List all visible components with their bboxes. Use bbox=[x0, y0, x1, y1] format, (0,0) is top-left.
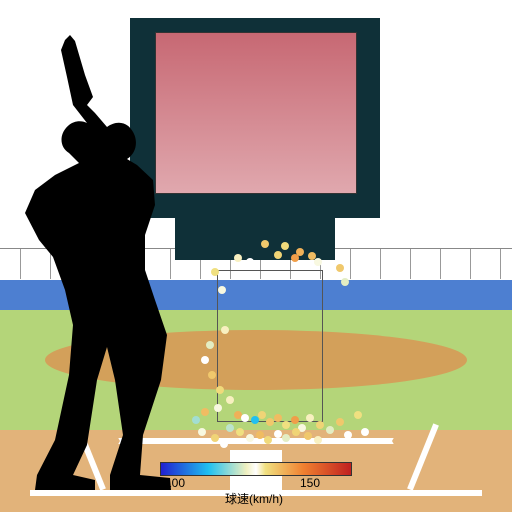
pitch-point bbox=[216, 386, 224, 394]
pitch-point bbox=[274, 430, 282, 438]
pitch-point bbox=[341, 278, 349, 286]
pitch-point bbox=[258, 411, 266, 419]
stand-vline bbox=[500, 249, 501, 279]
stand-vline bbox=[350, 249, 351, 279]
pitch-chart-canvas: 100 150 球速(km/h) bbox=[0, 0, 512, 512]
pitch-point bbox=[226, 396, 234, 404]
pitch-point bbox=[261, 240, 269, 248]
pitch-point bbox=[314, 436, 322, 444]
pitch-point bbox=[236, 428, 244, 436]
pitch-point bbox=[361, 428, 369, 436]
colorbar-title: 球速(km/h) bbox=[225, 490, 283, 507]
pitch-point bbox=[221, 326, 229, 334]
pitch-point bbox=[354, 411, 362, 419]
stand-vline bbox=[410, 249, 411, 279]
pitch-point bbox=[274, 251, 282, 259]
speed-colorbar bbox=[160, 462, 352, 476]
pitch-point bbox=[264, 436, 272, 444]
stand-vline bbox=[440, 249, 441, 279]
pitch-point bbox=[256, 431, 264, 439]
batter-silhouette bbox=[0, 35, 215, 490]
pitch-point bbox=[241, 414, 249, 422]
pitch-point bbox=[281, 242, 289, 250]
colorbar-tick-150: 150 bbox=[300, 476, 320, 490]
pitch-point bbox=[226, 424, 234, 432]
pitch-point bbox=[266, 418, 274, 426]
pitch-point bbox=[314, 258, 322, 266]
pitch-point bbox=[246, 434, 254, 442]
stand-vline bbox=[380, 249, 381, 279]
pitch-point bbox=[291, 416, 299, 424]
pitch-point bbox=[304, 432, 312, 440]
stand-vline bbox=[470, 249, 471, 279]
pitch-point bbox=[336, 264, 344, 272]
pitch-point bbox=[292, 428, 300, 436]
pitch-point bbox=[291, 254, 299, 262]
pitch-point bbox=[306, 414, 314, 422]
pitch-point bbox=[274, 414, 282, 422]
pitch-point bbox=[220, 440, 228, 448]
colorbar-tick-100: 100 bbox=[165, 476, 185, 490]
pitch-point bbox=[214, 404, 222, 412]
pitch-point bbox=[326, 426, 334, 434]
pitch-point bbox=[316, 421, 324, 429]
pitch-point bbox=[246, 258, 254, 266]
pitch-point bbox=[344, 431, 352, 439]
pitch-point bbox=[282, 434, 290, 442]
pitch-point bbox=[234, 254, 242, 262]
pitch-point bbox=[218, 286, 226, 294]
pitch-point bbox=[336, 418, 344, 426]
pitch-point bbox=[282, 421, 290, 429]
